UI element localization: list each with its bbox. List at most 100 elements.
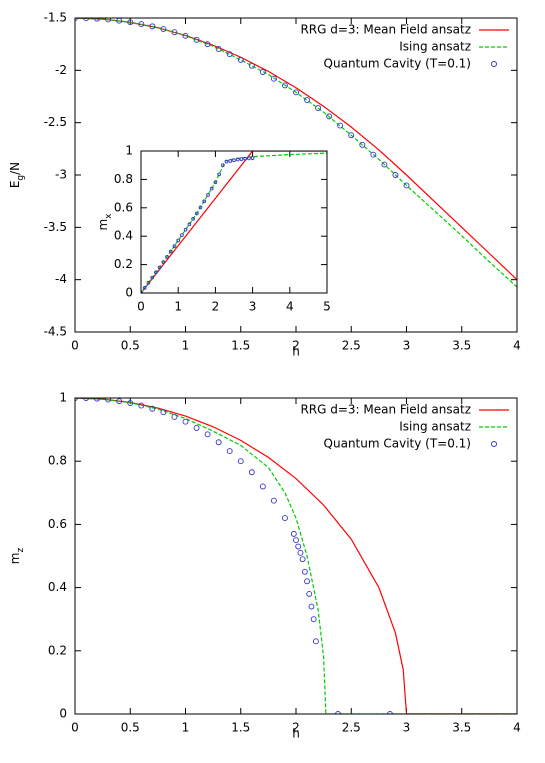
x-tick-label: 4	[513, 721, 521, 735]
data-point	[403, 182, 410, 189]
legend-marker	[491, 61, 497, 67]
x-tick-label: 3	[403, 339, 411, 353]
data-point	[310, 616, 317, 623]
x-tick-label: 0.5	[121, 339, 140, 353]
data-point	[282, 82, 288, 89]
data-point	[149, 405, 156, 412]
inset-background	[101, 143, 337, 321]
data-point	[226, 448, 233, 455]
x-tick-label: 3	[403, 721, 411, 735]
data-point	[171, 29, 178, 36]
data-point	[259, 483, 266, 490]
data-point	[359, 141, 366, 148]
data-point	[282, 515, 288, 522]
data-point	[237, 458, 244, 465]
data-point	[157, 265, 162, 270]
x-tick-label: 1.5	[231, 721, 250, 735]
data-point	[270, 75, 277, 82]
data-point	[165, 254, 169, 259]
y-tick-label: 0	[125, 286, 133, 300]
data-point	[202, 199, 207, 204]
data-point	[94, 18, 101, 22]
data-point	[146, 280, 151, 285]
y-tick-label: 0.6	[114, 200, 133, 214]
data-point	[235, 157, 240, 162]
data-point	[116, 398, 123, 405]
y-tick-label: 0.2	[114, 257, 133, 271]
data-point	[337, 122, 344, 129]
data-point	[308, 603, 315, 610]
data-point	[237, 56, 244, 63]
y-tick-label: 1	[125, 144, 133, 158]
data-point	[206, 193, 210, 197]
series-line	[75, 398, 517, 714]
x-tick-label: 3.5	[452, 721, 471, 735]
data-point	[138, 402, 145, 409]
data-point	[149, 23, 156, 30]
data-point	[193, 425, 200, 431]
y-axis-title-sub: z	[16, 548, 26, 553]
data-point	[290, 530, 297, 537]
x-axis-title: h	[292, 727, 300, 741]
data-point	[160, 26, 167, 33]
data-point	[326, 113, 333, 120]
y-axis-title-sub: g	[16, 175, 26, 181]
plot-frame	[74, 397, 518, 715]
data-point	[198, 205, 203, 210]
data-point	[295, 543, 302, 550]
x-tick-label: 2	[292, 721, 300, 735]
data-point	[180, 233, 184, 237]
x-tick-label: 4	[286, 300, 294, 314]
x-tick-label: 0	[71, 721, 79, 735]
data-point	[232, 158, 236, 163]
data-point	[127, 400, 134, 407]
legend-label: Quantum Cavity (T=0.1)	[324, 57, 471, 71]
series-line	[141, 151, 327, 293]
data-point	[215, 46, 222, 52]
data-point	[213, 180, 218, 185]
x-tick-label: 2.5	[342, 339, 361, 353]
x-tick-label: 0	[71, 339, 79, 353]
data-point	[183, 227, 188, 232]
y-tick-label: 0.6	[48, 517, 67, 531]
data-point	[150, 275, 155, 280]
data-point	[247, 156, 251, 161]
y-tick-label: 0	[59, 707, 67, 721]
legend-label: Ising ansatz	[399, 40, 471, 54]
data-point	[217, 172, 221, 177]
legend-marker	[491, 441, 497, 447]
x-tick-label: 5	[323, 300, 331, 314]
data-point	[191, 217, 195, 221]
legend-label: RRG d=3: Mean Field ansatz	[300, 403, 471, 417]
y-axis-title-main: E	[8, 181, 22, 189]
data-point	[171, 414, 178, 420]
x-tick-label: 2	[212, 300, 220, 314]
data-point	[335, 711, 341, 714]
x-tick-label: 1.5	[231, 339, 250, 353]
y-tick-label: 0.4	[114, 229, 133, 243]
data-point	[299, 556, 306, 563]
y-tick-label: -2	[55, 63, 67, 77]
x-tick-label: 0.5	[121, 721, 140, 735]
data-point	[306, 590, 313, 597]
data-point	[228, 159, 233, 163]
data-point	[392, 172, 399, 178]
data-point	[293, 537, 299, 544]
y-axis-title: Eg/N	[8, 162, 26, 188]
x-tick-label: 0	[137, 300, 145, 314]
y-axis-title-tail: /N	[8, 162, 22, 175]
data-point	[154, 270, 158, 275]
data-point	[301, 568, 308, 575]
data-point	[194, 211, 199, 216]
x-tick-label: 1	[182, 721, 190, 735]
x-tick-label: 2.5	[342, 721, 361, 735]
y-tick-label: -2.5	[44, 115, 67, 129]
data-point	[176, 238, 181, 243]
data-point	[105, 398, 112, 403]
y-axis-title-main: m	[8, 553, 22, 565]
data-point	[138, 21, 145, 28]
x-tick-label: 2	[292, 339, 300, 353]
plot-frame	[140, 150, 328, 294]
y-tick-label: 0.2	[48, 643, 67, 657]
